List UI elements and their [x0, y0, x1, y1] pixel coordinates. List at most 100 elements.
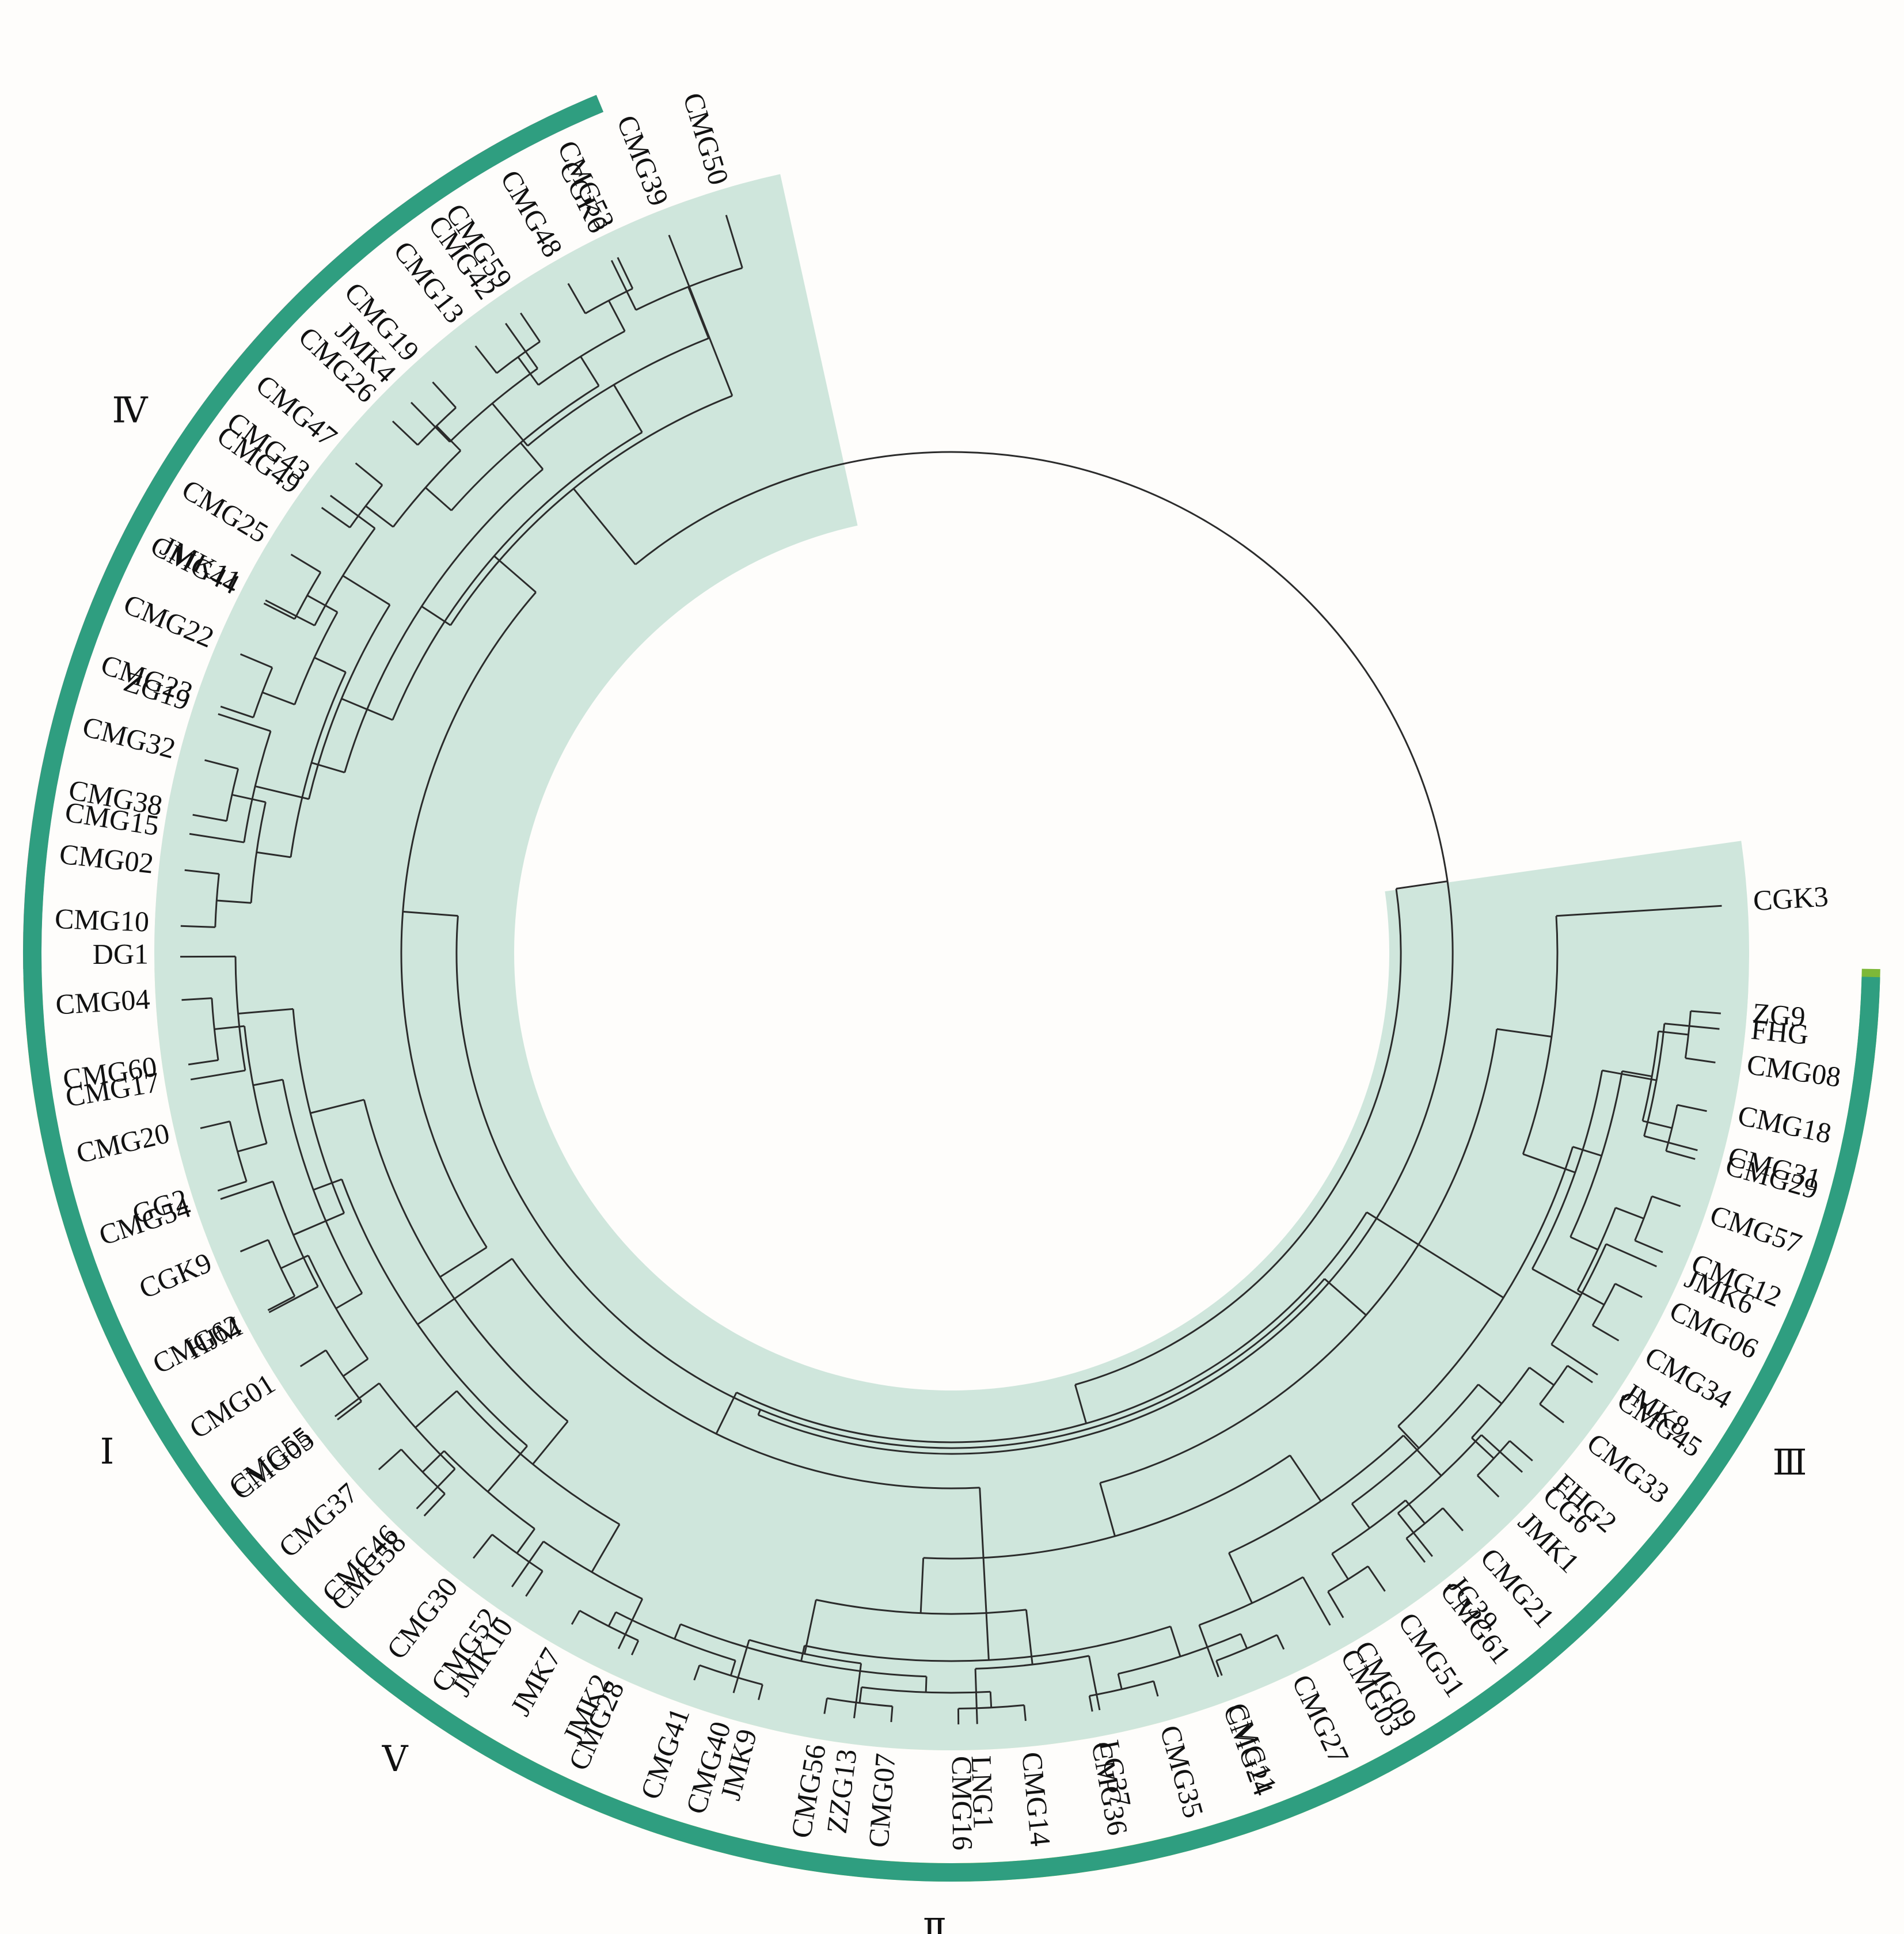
branch [402, 910, 458, 917]
branch [334, 1382, 380, 1418]
branch [1088, 1655, 1101, 1711]
branch [1153, 1681, 1159, 1697]
branch [216, 899, 252, 904]
branch [517, 356, 539, 386]
branch [493, 555, 537, 593]
branch [1289, 1454, 1322, 1502]
branch [804, 1599, 817, 1654]
branch [1496, 1028, 1552, 1038]
branch [1074, 888, 1402, 1386]
branch [1324, 1278, 1367, 1316]
branch [1169, 1626, 1181, 1657]
branch [1396, 880, 1448, 890]
branch [218, 713, 271, 732]
branch [725, 215, 743, 268]
branch [268, 1286, 318, 1313]
branch [1481, 1434, 1523, 1473]
branch [335, 1292, 363, 1309]
branch [253, 1078, 283, 1086]
branch [1602, 1069, 1657, 1081]
branch [211, 998, 219, 1061]
clade-V-background [154, 174, 1750, 1751]
branch [1605, 1243, 1657, 1268]
branch [290, 553, 321, 573]
leaf-label: CMG20 [73, 1116, 172, 1169]
branch [238, 1008, 294, 1015]
leaf-label: CMG18 [1735, 1099, 1834, 1149]
branch [256, 851, 291, 858]
branch [1025, 1609, 1033, 1665]
branch [1666, 1150, 1696, 1160]
branch [1522, 915, 1559, 1154]
leaf-label: CMG22 [119, 587, 219, 653]
branch [204, 759, 238, 770]
branch [1276, 1634, 1285, 1650]
branch [1215, 1660, 1223, 1676]
leaf-label: CMG39 [611, 111, 675, 210]
leaf-label: CMG27 [1286, 1670, 1355, 1769]
clade-V-ring-segment [23, 94, 1880, 1882]
branch [974, 1669, 978, 1724]
branch [1539, 1365, 1568, 1405]
branch [417, 1257, 513, 1325]
branch [505, 322, 538, 369]
branch [607, 1612, 617, 1627]
branch [337, 1400, 362, 1420]
branch [1476, 1475, 1500, 1498]
branch [1685, 1057, 1716, 1063]
branch [580, 356, 600, 386]
branch [979, 1487, 990, 1661]
leaf-label: CMG04 [55, 983, 151, 1021]
leaf-label: CMG07 [862, 1752, 902, 1849]
branch [732, 1639, 750, 1693]
branch [299, 1349, 326, 1367]
leaf-label: CMG50 [677, 89, 735, 188]
branch [1228, 1552, 1253, 1604]
branch [436, 425, 462, 451]
branch [1405, 1537, 1426, 1563]
branch [823, 1698, 828, 1714]
branch [342, 575, 390, 606]
branch [254, 785, 309, 800]
branch [190, 1069, 246, 1081]
branch [858, 1687, 862, 1703]
branch [1117, 1673, 1123, 1690]
branch [1641, 1031, 1659, 1122]
branch [1442, 1507, 1464, 1532]
clade-II-label: Ⅱ [922, 1913, 947, 1934]
branch [1477, 1384, 1503, 1404]
branch [1572, 1146, 1602, 1157]
clade-III-label: Ⅲ [1773, 1443, 1807, 1483]
leaf-label: CMG10 [54, 902, 150, 938]
branch [343, 1358, 368, 1377]
branch [630, 1640, 640, 1655]
branch [1089, 1680, 1154, 1697]
branch [958, 1704, 1024, 1709]
branch [1690, 1010, 1721, 1015]
branch [525, 1570, 544, 1597]
leaf-label: CMG35 [1154, 1722, 1210, 1821]
leaf-label: CGK3 [1752, 880, 1829, 917]
branch [674, 1624, 682, 1639]
branch [267, 1295, 295, 1311]
branch [1351, 1503, 1371, 1529]
branch [411, 401, 451, 443]
branch [472, 1534, 493, 1559]
branch [439, 1247, 488, 1278]
branch [1366, 1211, 1504, 1299]
branch [1074, 1384, 1088, 1424]
branch [1403, 1434, 1442, 1477]
branch [567, 283, 586, 314]
branch [423, 1493, 446, 1517]
branch [263, 602, 295, 620]
branch [1531, 1070, 1603, 1270]
branch [192, 814, 227, 822]
branch [757, 1409, 762, 1416]
leaf-label: CGK9 [134, 1246, 216, 1305]
branch [511, 1541, 545, 1587]
branch [573, 488, 636, 565]
leaf-label: CMG14 [1016, 1750, 1056, 1848]
leaf-label: FHG [1750, 1013, 1810, 1051]
